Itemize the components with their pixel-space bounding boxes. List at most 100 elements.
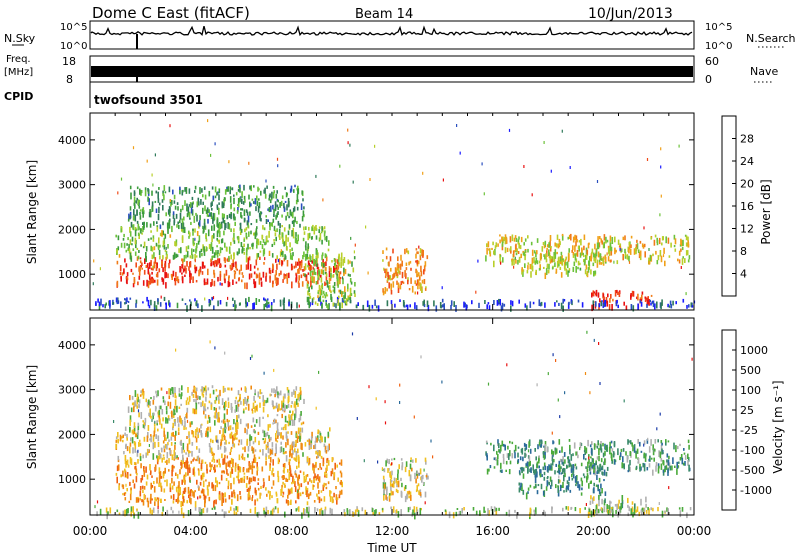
- echo-cell: [221, 434, 224, 441]
- echo-cell: [301, 443, 303, 451]
- echo-cell: [487, 508, 489, 515]
- echo-cell: [628, 440, 630, 443]
- echo-cell: [277, 408, 279, 412]
- echo-cell: [244, 282, 246, 289]
- echo-cell: [310, 265, 313, 270]
- echo-cell: [535, 456, 537, 461]
- echo-cell: [195, 248, 197, 254]
- echo-cell: [604, 498, 606, 503]
- echo-cell: [320, 435, 322, 441]
- echo-cell: [234, 400, 237, 405]
- echo-cell: [268, 230, 270, 238]
- echo-cell: [203, 246, 205, 253]
- echo-cell: [527, 262, 530, 265]
- echo-cell: [677, 258, 679, 262]
- echo-cell: [300, 483, 303, 488]
- echo-cell: [185, 427, 187, 430]
- echo-cell: [227, 281, 230, 288]
- echo-cell: [343, 300, 345, 303]
- echo-cell: [157, 442, 160, 448]
- echo-cell: [395, 488, 398, 493]
- echo-cell: [392, 491, 394, 496]
- echo-cell: [325, 235, 328, 242]
- echo-cell: [219, 252, 221, 256]
- echo-cell: [594, 253, 597, 259]
- echo-cell: [126, 434, 128, 439]
- echo-cell: [143, 222, 145, 228]
- echo-cell: [585, 264, 588, 270]
- echo-cell: [552, 440, 554, 445]
- echo-cell: [213, 261, 216, 268]
- echo-cell: [484, 510, 486, 513]
- echo-cell: [520, 236, 523, 243]
- echo-cell: [228, 246, 231, 254]
- echo-cell: [611, 507, 613, 510]
- echo-cell: [273, 208, 275, 214]
- echo-cell: [441, 298, 444, 303]
- echo-cell: [178, 387, 181, 393]
- echo-cell: [288, 301, 290, 307]
- echo-cell: [321, 436, 323, 443]
- echo-cell: [580, 238, 582, 246]
- echo-cell: [312, 224, 314, 231]
- echo-cell: [519, 456, 522, 461]
- echo-cell: [616, 289, 618, 294]
- echo-cell: [598, 303, 601, 308]
- echo-cell: [119, 271, 122, 276]
- echo-cell: [543, 266, 545, 269]
- echo-cell: [237, 204, 239, 206]
- echo-cell: [596, 474, 598, 480]
- echo-cell: [609, 235, 612, 242]
- echo-cell: [124, 302, 126, 305]
- echo-cell: [679, 244, 682, 247]
- echo-cell: [410, 460, 412, 463]
- echo-cell: [609, 500, 611, 507]
- echo-cell: [566, 464, 568, 469]
- echo-cell: [664, 510, 666, 513]
- echo-cell: [644, 296, 647, 302]
- echo-cell: [153, 261, 156, 269]
- echo-cell: [382, 482, 385, 489]
- echo-cell: [583, 245, 585, 251]
- echo-cell: [176, 276, 179, 282]
- echo-cell: [261, 235, 264, 238]
- echo-cell: [337, 477, 339, 482]
- nave-label: Nave: [750, 65, 778, 78]
- echo-cell: [187, 468, 189, 476]
- echo-cell: [133, 196, 136, 203]
- echo-cell: [283, 467, 285, 474]
- echo-cell: [236, 437, 238, 440]
- echo-cell: [287, 421, 290, 427]
- echo-cell: [562, 461, 565, 466]
- echo-cell: [604, 256, 607, 262]
- echo-cell: [426, 300, 429, 307]
- echo-cell: [222, 419, 225, 424]
- echo-cell: [158, 249, 161, 255]
- echo-cell: [251, 497, 253, 502]
- echo-cell: [352, 267, 355, 273]
- echo-cell: [225, 426, 227, 430]
- echo-cell: [325, 267, 327, 272]
- colorbar-tick-label: 4: [740, 268, 747, 281]
- echo-cell: [277, 470, 279, 477]
- echo-cell: [310, 276, 312, 283]
- echo-cell: [650, 294, 653, 297]
- echo-cell: [216, 459, 218, 463]
- echo-cell: [118, 254, 121, 258]
- echo-cell: [239, 231, 242, 235]
- echo-cell: [198, 269, 200, 277]
- echo-cell: [165, 406, 168, 410]
- echo-cell: [409, 474, 412, 482]
- echo-cell: [199, 511, 201, 514]
- echo-cell: [546, 466, 549, 472]
- echo-cell: [194, 507, 197, 511]
- echo-cell: [557, 485, 559, 488]
- echo-cell: [551, 257, 553, 263]
- echo-cell: [292, 410, 294, 416]
- echo-cell: [551, 460, 554, 466]
- echo-cell: [295, 263, 297, 268]
- echo-cell: [277, 277, 279, 285]
- echo-cell: [320, 277, 323, 283]
- echo-cell: [611, 459, 613, 464]
- echo-cell: [618, 245, 621, 248]
